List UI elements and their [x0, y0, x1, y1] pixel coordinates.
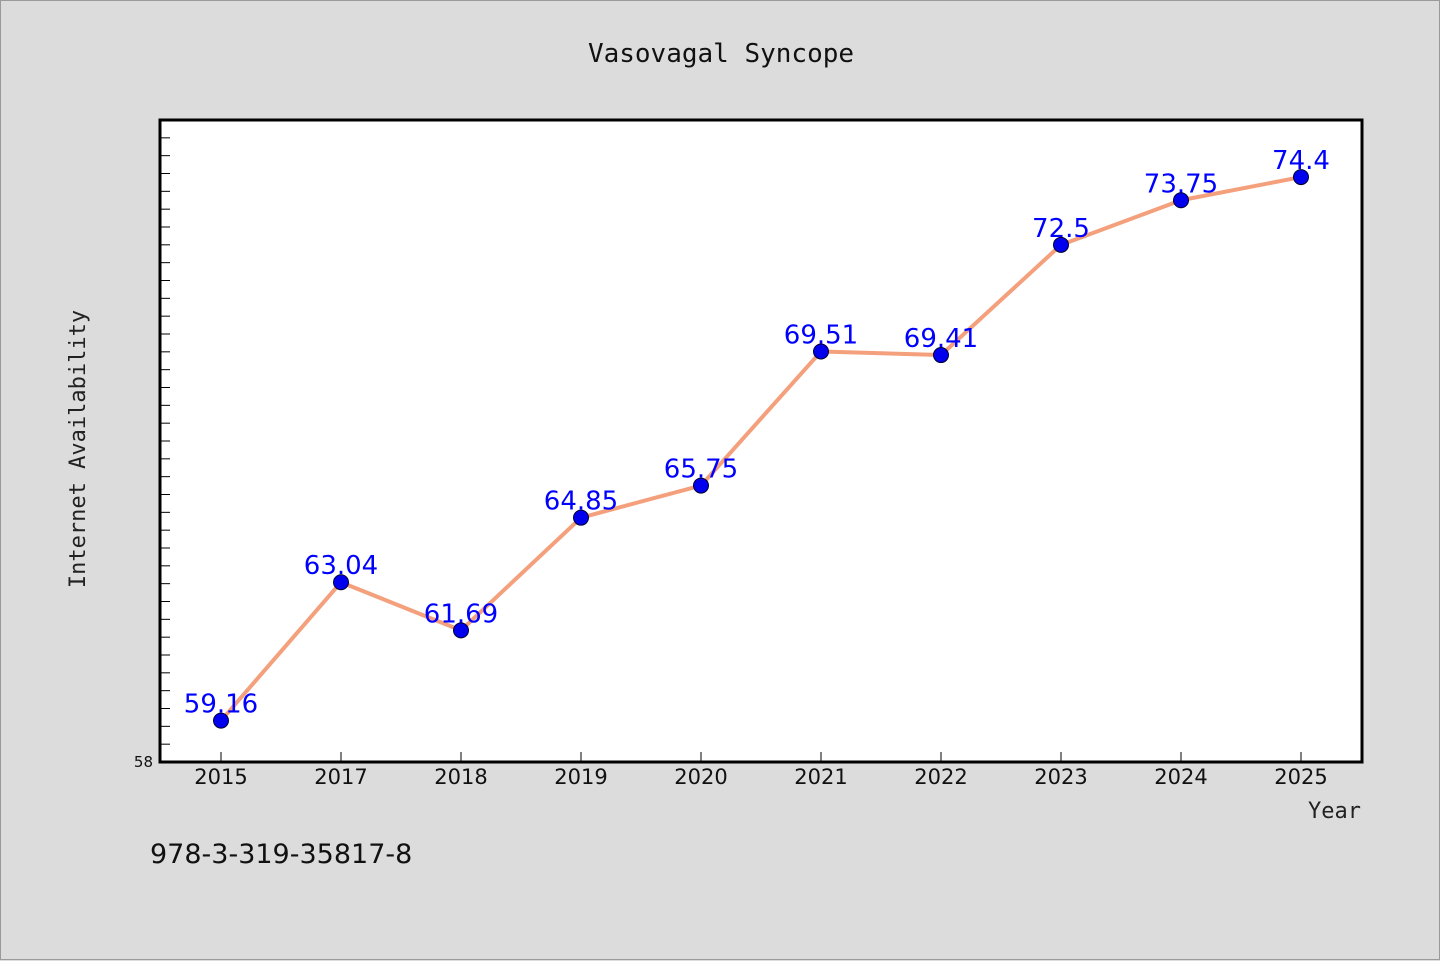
footnote-isbn: 978-3-319-35817-8 [150, 839, 412, 870]
y-tick-label-min: 58 [134, 753, 153, 771]
x-tick-label: 2018 [434, 765, 487, 789]
data-point [453, 622, 469, 639]
x-tick-label: 2023 [1034, 765, 1087, 789]
data-point [813, 343, 829, 360]
data-point [1293, 169, 1309, 186]
series-line [219, 175, 1302, 722]
data-label: 69.51 [784, 320, 858, 350]
data-point [333, 574, 349, 591]
x-tick-label: 2019 [554, 765, 607, 789]
x-axis-ticks: 2015 2017 2018 2019 2020 2021 2022 2023 2024 2025 [194, 752, 1328, 789]
y-axis-ticks [160, 137, 170, 745]
x-tick-label: 2021 [794, 765, 847, 789]
series-layer: 59.16 63.04 61.69 64.85 65.75 69.51 69.41 72.5 7… [184, 146, 1330, 729]
x-tick-label: 2020 [674, 765, 727, 789]
data-label: 73.75 [1144, 169, 1218, 199]
data-label: 61.69 [424, 599, 498, 629]
data-point [693, 477, 709, 494]
x-axis-label: Year [1308, 799, 1361, 824]
chart-title: Vasovagal Syncope [588, 39, 854, 69]
data-point [213, 712, 229, 729]
data-point [933, 347, 949, 364]
plot-area [158, 118, 1364, 764]
data-label: 69.41 [904, 324, 978, 354]
x-tick-label: 2022 [914, 765, 967, 789]
data-point [573, 509, 589, 526]
data-label: 64.85 [544, 487, 618, 517]
x-tick-label: 2025 [1274, 765, 1327, 789]
x-tick-label: 2017 [314, 765, 367, 789]
data-point [1053, 236, 1069, 253]
y-axis-label: Internet Availability [66, 310, 91, 588]
data-point [1173, 192, 1189, 209]
data-label: 74.4 [1272, 146, 1330, 176]
data-label: 65.75 [664, 455, 738, 485]
data-label: 59.16 [184, 690, 258, 720]
x-tick-label: 2024 [1154, 765, 1207, 789]
data-label: 63.04 [304, 551, 378, 581]
x-tick-label: 2015 [194, 765, 247, 789]
data-label: 72.5 [1032, 214, 1090, 244]
